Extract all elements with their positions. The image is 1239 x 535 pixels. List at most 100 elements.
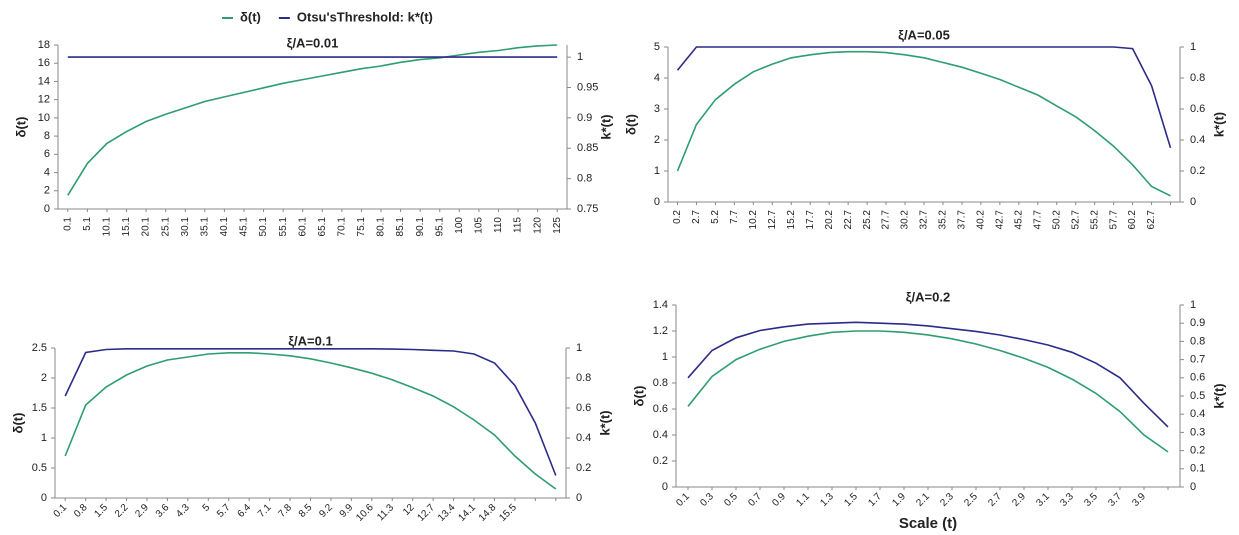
y-tick-label: 1.5 [32, 402, 47, 414]
x-tick-label: 65.1 [317, 217, 328, 237]
x-tick-label: 40.1 [219, 217, 230, 237]
y-tick-label: 2 [44, 185, 50, 197]
x-tick-label: 8.5 [297, 502, 315, 520]
y-tick-label: 10 [38, 112, 50, 124]
y2-axis-title: k*(t) [1211, 383, 1226, 408]
x-tick-label: 50.1 [258, 217, 269, 237]
y2-tick-label: 0 [1190, 481, 1196, 493]
x-tick-label: 40.2 [976, 210, 987, 230]
y2-tick-label: 0.85 [577, 142, 598, 154]
x-tick-label: 20.2 [824, 210, 835, 230]
x-tick-label: 9.9 [338, 502, 356, 520]
x-tick-label: 2.5 [962, 491, 980, 509]
y-tick-label: 14 [38, 75, 50, 87]
x-tick-label: 2.9 [133, 502, 151, 520]
x-tick-label: 30.2 [900, 210, 911, 230]
x-tick-label: 2.7 [691, 210, 702, 224]
y2-tick-label: 1 [1190, 41, 1196, 53]
y2-tick-label: 0 [576, 492, 582, 504]
x-tick-label: 7.8 [276, 502, 294, 520]
x-tick-label: 22.7 [843, 210, 854, 230]
y-tick-label: 0.5 [32, 462, 47, 474]
x-tick-label: 5.7 [215, 502, 233, 520]
y-axis-title: δ(t) [13, 117, 28, 138]
y2-tick-label: 0.1 [1190, 463, 1205, 475]
y-axis-title: δ(t) [631, 386, 646, 407]
x-tick-label: 4.3 [174, 502, 192, 520]
x-tick-label: 1.3 [818, 491, 836, 509]
x-tick-label: 0.9 [770, 491, 788, 509]
y2-tick-label: 0.6 [1190, 372, 1205, 384]
data-line [687, 321, 1169, 428]
x-tick-label: 0.1 [674, 491, 692, 509]
y2-axis-title: k*(t) [597, 410, 612, 435]
x-tick-label: 3.6 [154, 502, 172, 520]
y-tick-label: 0.2 [653, 455, 668, 467]
y-tick-label: 5 [654, 41, 660, 53]
y-tick-label: 12 [38, 94, 50, 106]
y-tick-label: 0.6 [653, 403, 668, 415]
x-tick-label: 0.8 [72, 502, 90, 520]
y2-tick-label: 0.4 [1190, 134, 1205, 146]
x-tick-label: 45.2 [1013, 210, 1024, 230]
x-tick-label: 10.2 [748, 210, 759, 230]
x-tick-label: 2.2 [113, 502, 131, 520]
x-tick-label: 12.7 [416, 502, 438, 524]
y-tick-label: 8 [44, 130, 50, 142]
y2-tick-label: 0.8 [576, 372, 591, 384]
x-tick-label: 0.5 [722, 491, 740, 509]
x-tick-label: 70.1 [337, 217, 348, 237]
y2-tick-label: 0.8 [1190, 335, 1205, 347]
x-tick-label: 3.9 [1130, 491, 1148, 509]
x-tick-label: 3.1 [1034, 491, 1052, 509]
data-line [64, 347, 557, 476]
y-tick-label: 0.4 [653, 429, 668, 441]
x-tick-label: 3.5 [1082, 491, 1100, 509]
x-tick-label: 17.7 [805, 210, 816, 230]
x-tick-label: 15.2 [786, 210, 797, 230]
y2-tick-label: 0.2 [1190, 445, 1205, 457]
x-tick-label: 45.1 [239, 217, 250, 237]
data-line [687, 330, 1169, 453]
legend-label: Otsu'sThreshold: k*(t) [297, 9, 433, 24]
x-tick-label: 11.3 [375, 502, 396, 523]
y2-tick-label: 0.75 [577, 203, 598, 215]
x-tick-label: 27.7 [881, 210, 892, 230]
x-tick-label: 115 [513, 217, 524, 233]
x-tick-label: 1.9 [890, 491, 908, 509]
y-tick-label: 1 [654, 165, 660, 177]
x-tick-label: 60.1 [297, 217, 308, 237]
y2-axis-title: k*(t) [1211, 112, 1226, 137]
y-tick-label: 3 [654, 103, 660, 115]
x-tick-label: 125 [552, 217, 563, 234]
x-tick-label: 0.7 [746, 491, 764, 509]
x-tick-label: 3.3 [1058, 491, 1076, 509]
y2-tick-label: 0.4 [1190, 408, 1205, 420]
x-tick-label: 12.7 [767, 210, 778, 230]
x-tick-label: 80.1 [376, 217, 387, 237]
x-tick-label: 47.7 [1032, 210, 1043, 230]
x-tick-label: 100 [454, 217, 465, 234]
x-tick-label: 32.7 [919, 210, 930, 230]
x-tick-label: 5 [201, 502, 213, 514]
y-axis-title: δ(t) [10, 413, 25, 434]
x-tick-label: 35.2 [938, 210, 949, 230]
y-tick-label: 4 [44, 166, 50, 178]
x-tick-label: 5.1 [82, 217, 93, 231]
y2-tick-label: 0.6 [576, 402, 591, 414]
chart-title: ξ/A=0.05 [898, 27, 950, 42]
x-tick-label: 90.1 [415, 217, 426, 237]
y-tick-label: 4 [654, 72, 660, 84]
x-tick-label: 0.1 [62, 217, 73, 231]
y2-tick-label: 0.8 [1190, 72, 1205, 84]
y2-tick-label: 0.3 [1190, 426, 1205, 438]
y-tick-label: 6 [44, 148, 50, 160]
x-tick-label: 30.1 [180, 217, 191, 237]
x-tick-label: 75.1 [356, 217, 367, 237]
x-tick-label: 0.1 [52, 502, 70, 520]
data-line [676, 46, 1172, 149]
y2-tick-label: 0.9 [577, 112, 592, 124]
y-tick-label: 0.8 [653, 377, 668, 389]
x-tick-label: 2.9 [1010, 491, 1028, 509]
